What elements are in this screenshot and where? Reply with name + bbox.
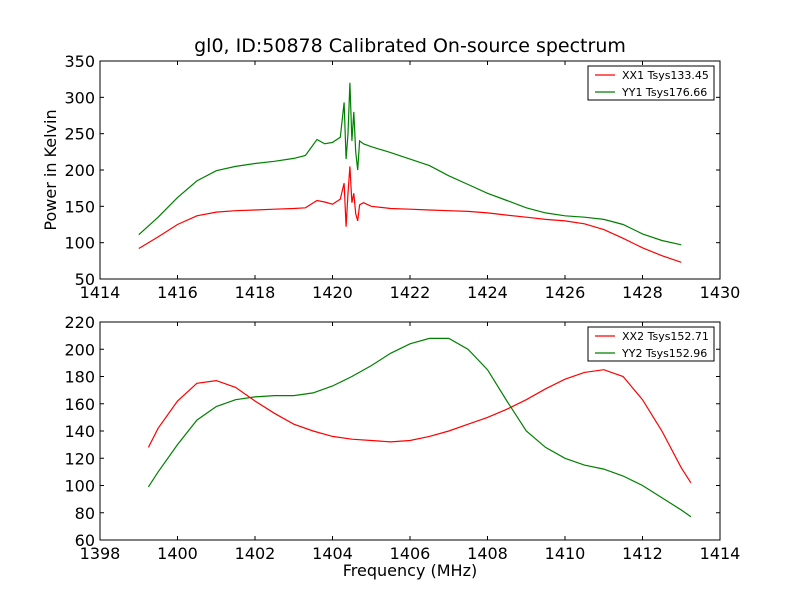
series-line-2-2 [147,337,692,518]
y-tick-label: 100 [64,477,95,496]
x-tick-label: 1420 [312,283,353,302]
x-tick-label: 1426 [545,283,586,302]
y-tick-label: 300 [64,88,95,107]
y-tick-label: 150 [64,197,95,216]
series-line-2-1 [147,369,692,484]
legend-label: YY1 Tsys176.66 [621,86,707,99]
x-tick-label: 1406 [390,544,431,563]
y-tick-label: 50 [75,270,95,289]
x-tick-label: 1416 [157,283,198,302]
series-line-1-2 [138,82,682,246]
x-axis-label: Frequency (MHz) [343,561,477,580]
y-tick-label: 120 [64,449,95,468]
y-tick-label: 180 [64,368,95,387]
x-tick-label: 1402 [235,544,276,563]
y-tick-label: 220 [64,313,95,332]
y-tick-label: 100 [64,234,95,253]
x-tick-label: 1424 [467,283,508,302]
legend: XX2 Tsys152.71 YY2 Tsys152.96 [587,326,715,362]
x-tick-label: 1418 [235,283,276,302]
subplot-1: 1414 1416 1418 1420 1422 1424 1426 1428 1430 50 10… [64,52,740,302]
x-tick-label: 1398 [80,544,121,563]
y-tick-label: 250 [64,125,95,144]
subplot-2: 1398 1400 1402 1404 1406 1408 1410 1412 1414 60 80… [64,313,740,563]
y-tick-label: 200 [64,161,95,180]
legend-box [587,65,715,101]
y-tick-label: 140 [64,422,95,441]
y-axis-label: Power in Kelvin [41,109,60,230]
y-tick-label: 200 [64,340,95,359]
x-tick-label: 1430 [700,283,741,302]
y-tick-label: 80 [75,504,95,523]
x-tick-label: 1422 [390,283,431,302]
series-line-1-1 [138,166,682,263]
x-tick-label: 1400 [157,544,198,563]
legend: XX1 Tsys133.45 YY1 Tsys176.66 [587,65,715,101]
x-tick-label: 1414 [80,283,121,302]
x-tick-label: 1408 [467,544,508,563]
legend-box [587,326,715,362]
x-tick-label: 1404 [312,544,353,563]
y-tick-label: 160 [64,395,95,414]
chart-title: gl0, ID:50878 Calibrated On-source spect… [194,35,626,57]
legend-label: YY2 Tsys152.96 [621,347,707,360]
x-tick-label: 1412 [622,544,663,563]
y-tick-label: 60 [75,531,95,550]
legend-label: XX1 Tsys133.45 [622,69,709,82]
y-tick-label: 350 [64,52,95,71]
x-tick-label: 1414 [700,544,741,563]
legend-label: XX2 Tsys152.71 [622,330,709,343]
x-tick-label: 1410 [545,544,586,563]
x-tick-label: 1428 [622,283,663,302]
